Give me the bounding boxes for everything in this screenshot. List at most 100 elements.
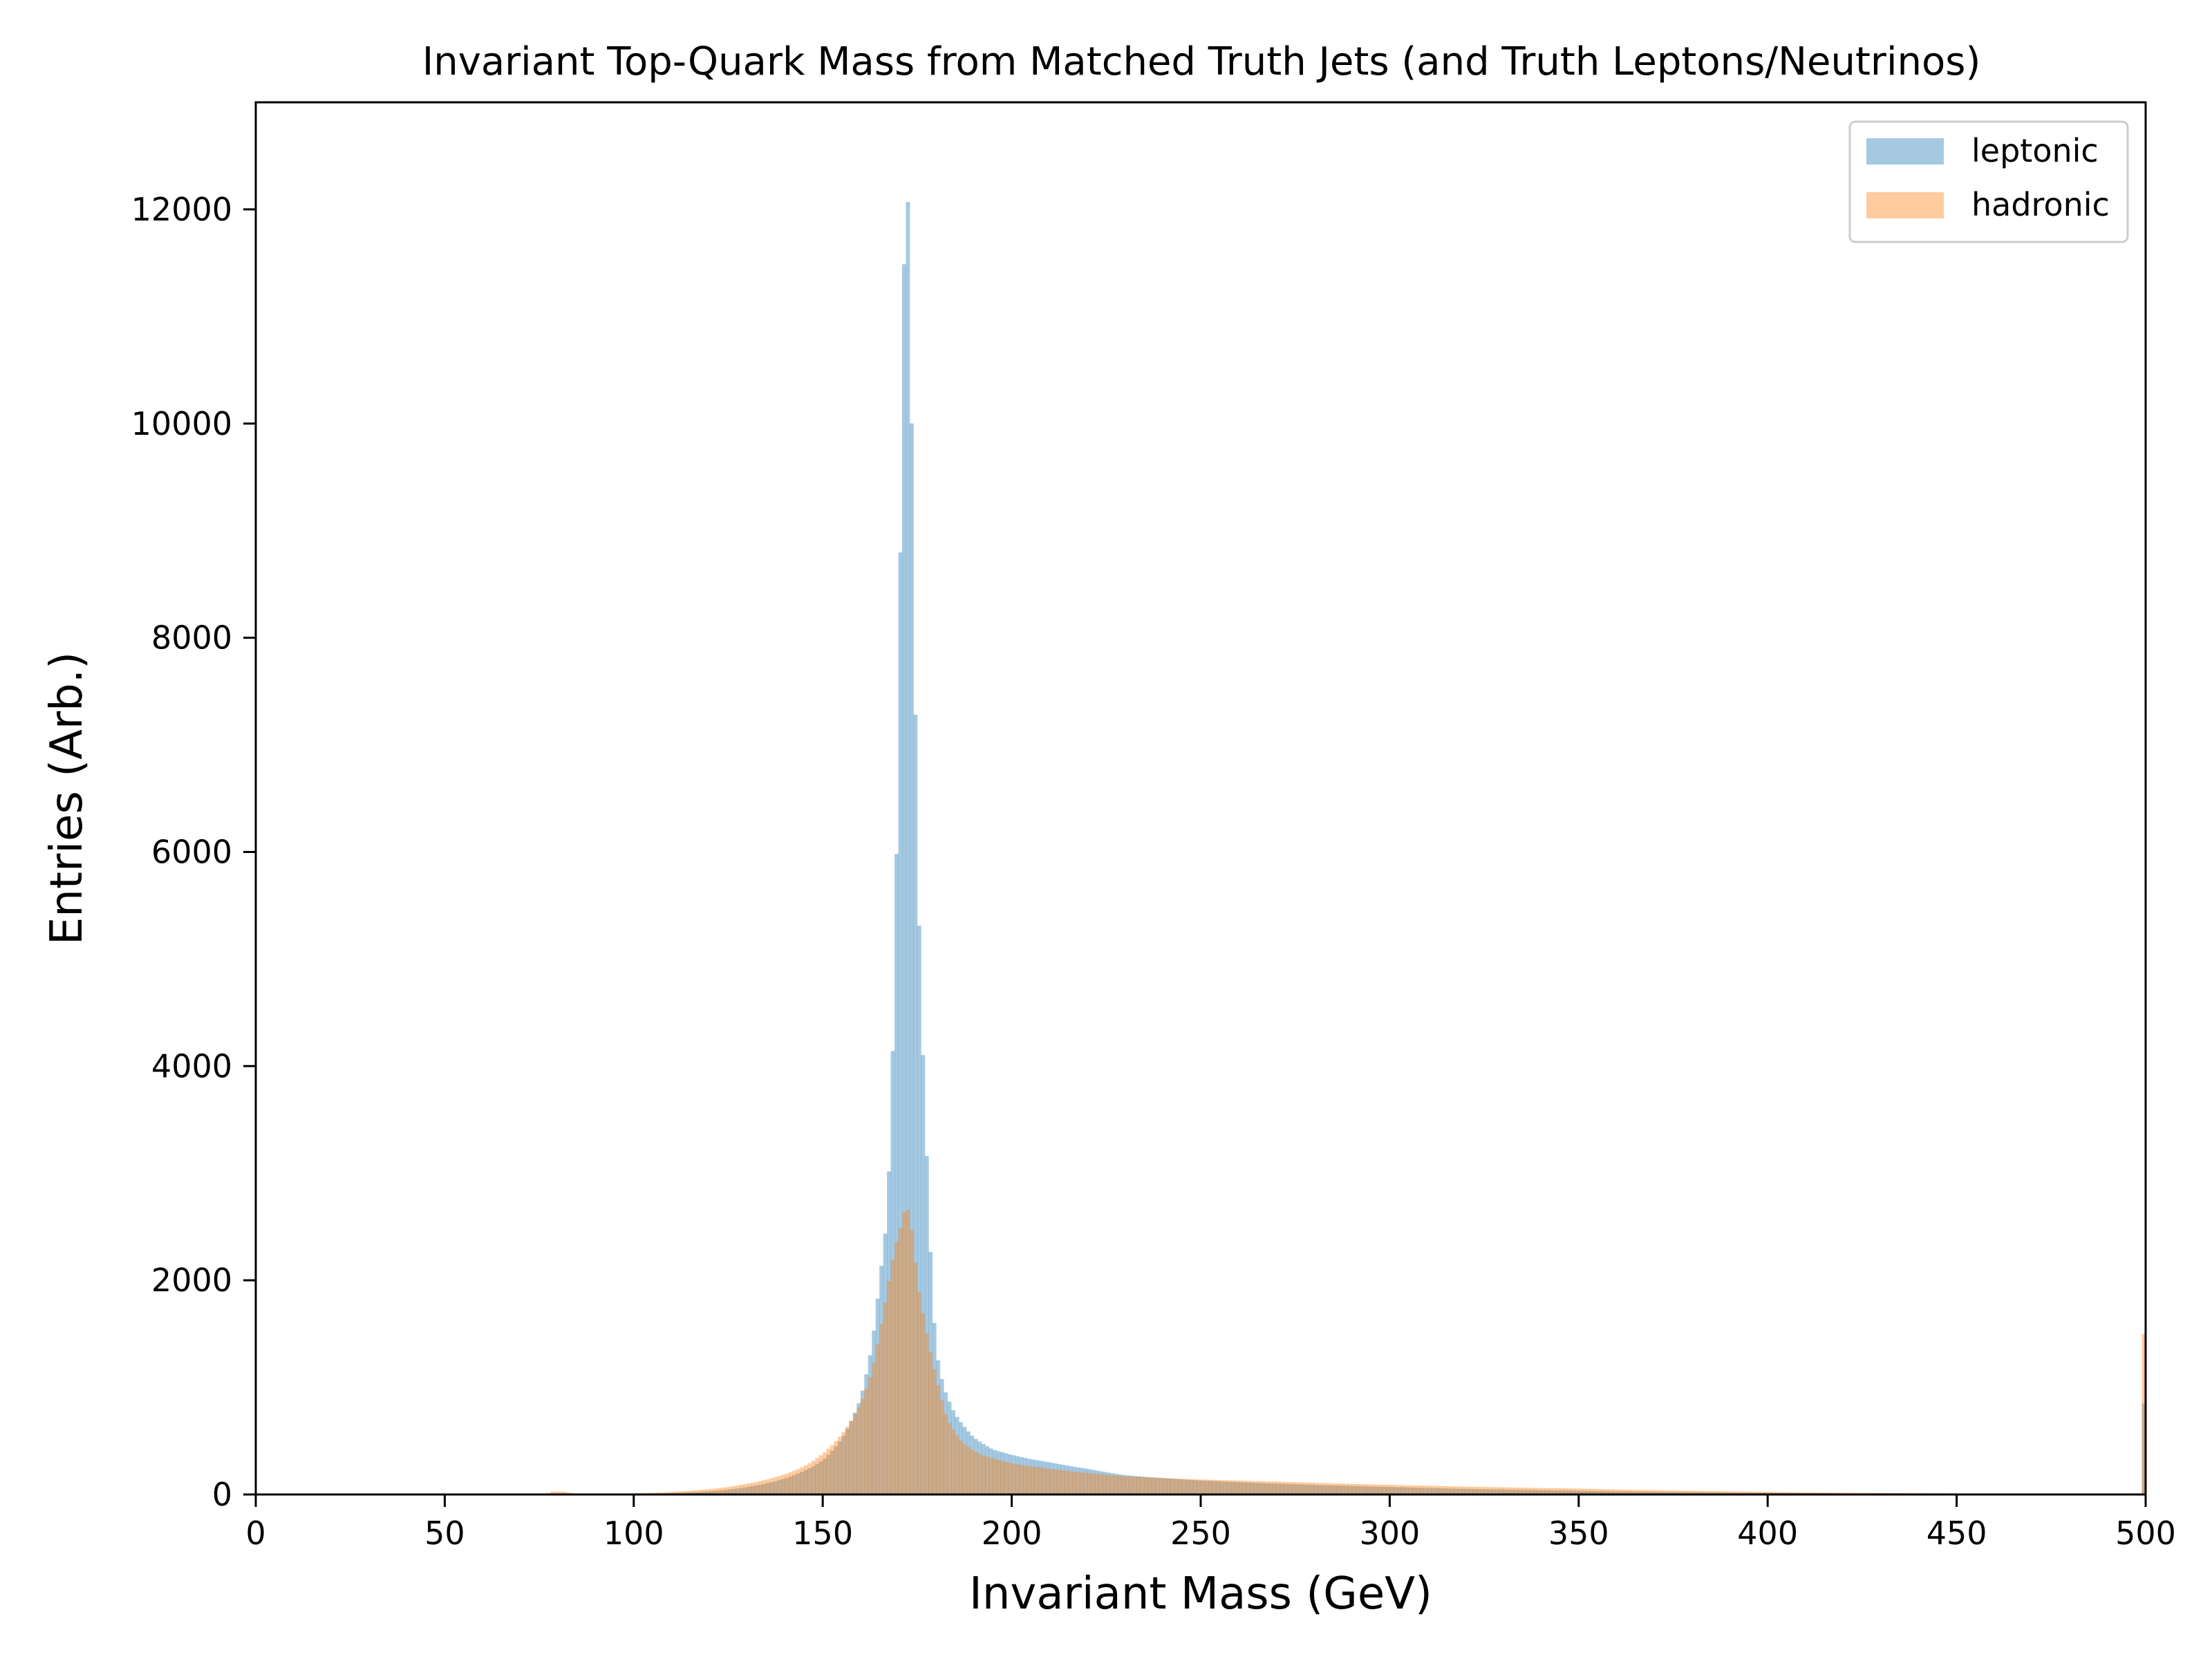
bar-hadronic <box>702 1490 706 1494</box>
series-leptonic-bars <box>581 202 2146 1495</box>
bar-hadronic <box>1333 1483 1338 1494</box>
bar-hadronic <box>1264 1481 1269 1494</box>
bar-hadronic <box>1291 1482 1296 1494</box>
y-tick-label: 8000 <box>151 619 232 657</box>
bar-leptonic <box>717 1490 721 1494</box>
bar-leptonic <box>1310 1485 1315 1494</box>
bar-hadronic <box>1703 1490 1708 1494</box>
bar-hadronic <box>966 1447 971 1494</box>
bar-hadronic <box>1351 1483 1356 1494</box>
bar-leptonic <box>1420 1488 1425 1494</box>
bar-hadronic <box>1480 1487 1485 1494</box>
bar-leptonic <box>1503 1489 1508 1494</box>
bar-leptonic <box>1344 1485 1349 1494</box>
bar-hadronic <box>1597 1489 1602 1494</box>
bar-leptonic <box>1276 1483 1281 1494</box>
bar-hadronic <box>1733 1491 1738 1494</box>
y-tick-label: 2000 <box>151 1262 232 1299</box>
bar-leptonic <box>1125 1475 1130 1494</box>
bar-hadronic <box>1091 1473 1096 1494</box>
bar-hadronic <box>1080 1472 1084 1494</box>
bar-hadronic <box>1635 1490 1640 1494</box>
bar-hadronic <box>1718 1491 1723 1494</box>
bar-leptonic <box>743 1487 748 1494</box>
bar-leptonic <box>1469 1488 1474 1494</box>
bar-hadronic <box>1280 1481 1284 1494</box>
bar-hadronic <box>1359 1484 1364 1494</box>
legend-swatch-leptonic <box>1866 138 1944 165</box>
bar-leptonic <box>1673 1492 1678 1494</box>
bar-leptonic <box>1351 1485 1356 1494</box>
bar-leptonic <box>1627 1491 1632 1494</box>
bar-leptonic <box>1555 1490 1560 1494</box>
x-tick-label: 250 <box>1170 1515 1231 1552</box>
bar-hadronic <box>1083 1472 1088 1494</box>
bar-leptonic <box>1707 1492 1712 1494</box>
bar-hadronic <box>690 1490 695 1494</box>
bar-hadronic <box>1737 1491 1742 1494</box>
bar-leptonic <box>1068 1465 1073 1494</box>
bar-hadronic <box>1707 1491 1712 1494</box>
bar-leptonic <box>1382 1486 1387 1494</box>
bar-hadronic <box>917 1291 921 1494</box>
bar-leptonic <box>769 1482 774 1494</box>
bar-leptonic <box>1250 1483 1254 1494</box>
bar-leptonic <box>1140 1477 1145 1494</box>
bar-hadronic <box>739 1485 744 1494</box>
bar-leptonic <box>1582 1490 1587 1494</box>
bar-hadronic <box>565 1492 570 1494</box>
bar-hadronic <box>1691 1490 1696 1494</box>
x-tick-label: 100 <box>603 1515 664 1552</box>
bar-hadronic <box>1544 1488 1549 1494</box>
bar-leptonic <box>1227 1481 1232 1494</box>
bar-hadronic <box>762 1480 767 1494</box>
bar-hadronic <box>1215 1480 1220 1494</box>
bar-leptonic <box>785 1477 789 1494</box>
bar-hadronic <box>1147 1477 1152 1494</box>
bar-hadronic <box>1382 1484 1387 1494</box>
bar-hadronic <box>1752 1491 1757 1494</box>
bar-hadronic <box>554 1491 559 1494</box>
bar-hadronic <box>1000 1461 1005 1494</box>
bar-hadronic <box>1204 1479 1209 1494</box>
bar-hadronic <box>1499 1487 1503 1494</box>
bar-leptonic <box>1223 1481 1228 1494</box>
bar-hadronic <box>1121 1476 1126 1494</box>
bar-leptonic <box>1514 1490 1519 1494</box>
bar-leptonic <box>1480 1489 1485 1494</box>
bar-leptonic <box>1593 1490 1598 1494</box>
y-tick-label: 6000 <box>151 833 232 870</box>
bar-leptonic <box>1114 1474 1118 1494</box>
plot-area <box>543 202 2146 1495</box>
bar-leptonic <box>731 1488 736 1494</box>
bar-hadronic <box>747 1483 751 1494</box>
bar-leptonic <box>973 1438 978 1494</box>
bar-hadronic <box>1669 1490 1674 1494</box>
bar-leptonic <box>1526 1490 1530 1494</box>
bar-hadronic <box>731 1485 736 1494</box>
bar-leptonic <box>879 1266 884 1494</box>
bar-hadronic <box>1340 1483 1345 1494</box>
bar-hadronic <box>1348 1483 1353 1494</box>
bar-hadronic <box>1034 1467 1039 1494</box>
bar-leptonic <box>1325 1485 1330 1494</box>
bar-hadronic <box>1117 1476 1122 1494</box>
bar-hadronic <box>1201 1479 1205 1494</box>
bar-hadronic <box>1374 1484 1379 1494</box>
bar-leptonic <box>1423 1488 1428 1494</box>
bar-hadronic <box>1537 1488 1541 1494</box>
bar-hadronic <box>944 1414 948 1494</box>
bar-leptonic <box>1023 1458 1027 1494</box>
bar-leptonic <box>1559 1490 1564 1494</box>
bar-leptonic <box>2141 1403 2146 1494</box>
bar-hadronic <box>1336 1483 1341 1494</box>
bar-hadronic <box>1586 1488 1591 1494</box>
bar-leptonic <box>1378 1486 1382 1494</box>
bar-hadronic <box>1631 1490 1636 1494</box>
bar-leptonic <box>1492 1489 1496 1494</box>
bar-leptonic <box>1703 1492 1708 1494</box>
bar-hadronic <box>826 1448 831 1494</box>
bar-leptonic <box>1072 1466 1076 1494</box>
bar-hadronic <box>1503 1487 1508 1494</box>
legend-label-leptonic: leptonic <box>1971 132 2099 169</box>
